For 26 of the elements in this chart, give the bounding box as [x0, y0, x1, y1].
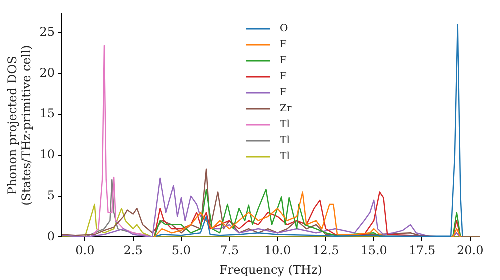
- y-tick-label: 25: [40, 24, 56, 39]
- y-tick-label: 15: [40, 106, 56, 121]
- legend-label: Tl: [280, 152, 290, 163]
- x-tick-label: 5.0: [172, 244, 192, 258]
- legend-label: O: [280, 24, 288, 35]
- legend-label: F: [280, 40, 288, 51]
- y-tick-label: 0: [47, 229, 56, 244]
- y-tick-label: 20: [40, 66, 56, 80]
- x-tick-label: 17.5: [408, 244, 436, 258]
- x-tick-label: 20.0: [457, 244, 484, 258]
- legend-label: Zr: [280, 104, 292, 115]
- x-tick-label: 12.5: [312, 244, 340, 258]
- legend-label: Tl: [280, 120, 290, 131]
- y-axis-title: Phonon projected DOS (States/THz·primitive cell): [5, 45, 34, 206]
- legend-label: F: [280, 72, 288, 83]
- x-tick-label: 10.0: [264, 244, 292, 258]
- y-tick-label: 5: [47, 188, 56, 202]
- x-tick-label: 0.0: [76, 244, 95, 258]
- x-axis-title: Frequency (THz): [220, 262, 322, 277]
- legend-label: F: [280, 56, 288, 67]
- legend-label: F: [280, 88, 288, 99]
- y-tick-label: 10: [40, 148, 56, 162]
- x-tick-label: 2.5: [124, 244, 143, 258]
- x-tick-label: 15.0: [360, 244, 388, 258]
- x-tick-label: 7.5: [220, 244, 240, 258]
- legend-label: Tl: [280, 136, 290, 147]
